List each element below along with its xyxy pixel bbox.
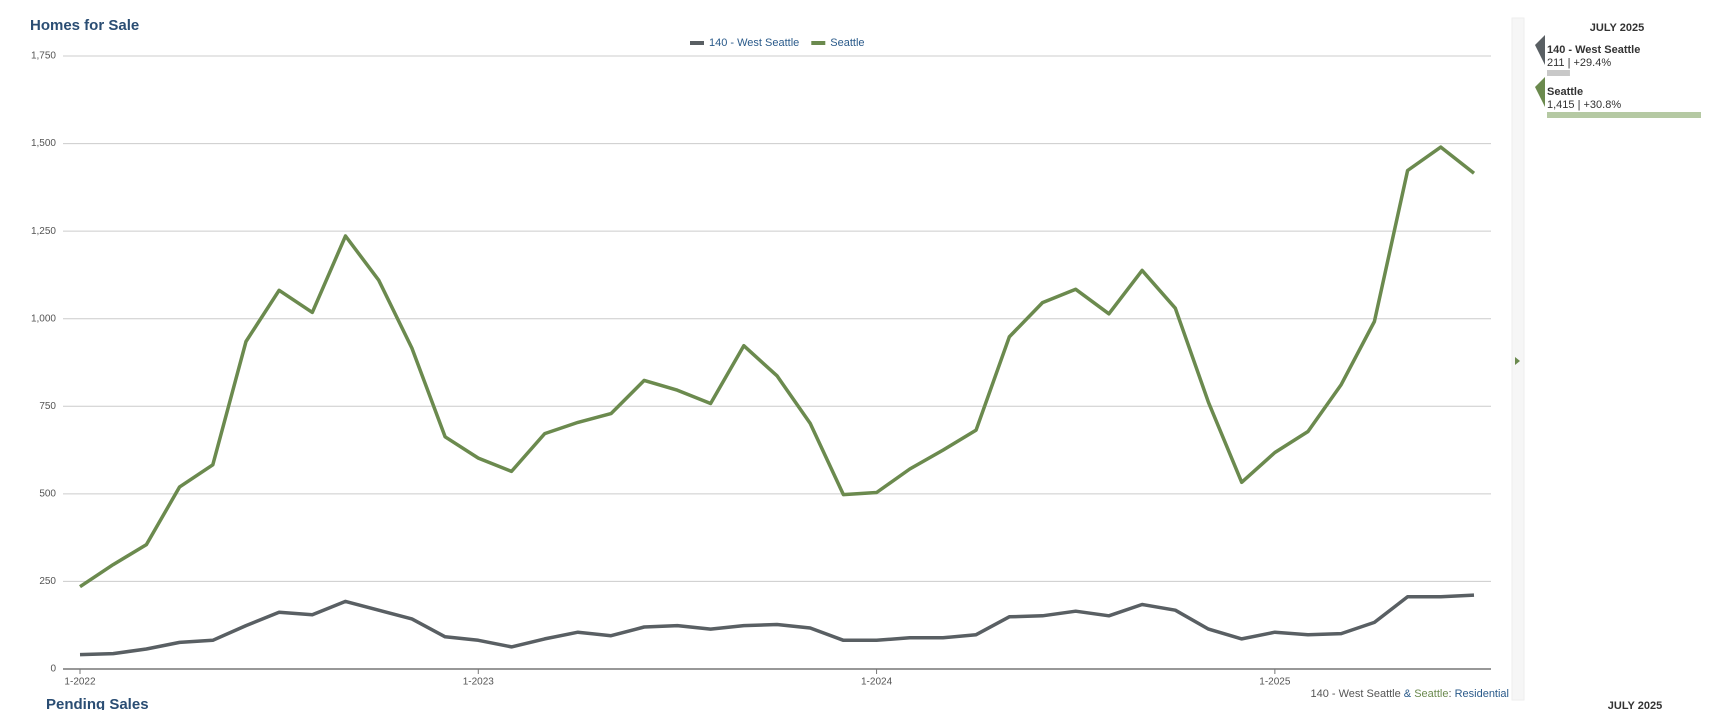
x-tick-label: 1-2024 <box>861 677 893 688</box>
splitter[interactable] <box>1511 17 1525 701</box>
x-tick-label: 1-2025 <box>1259 677 1291 688</box>
next-title: Pending Sales <box>46 696 149 710</box>
y-tick-label: 1,500 <box>31 138 56 149</box>
panel-value: 1,415 | +30.8% <box>1547 99 1621 111</box>
footer-part: : <box>1448 688 1454 700</box>
series-line <box>79 145 1476 589</box>
panel-value: 211 | +29.4% <box>1547 57 1611 69</box>
y-tick-label: 750 <box>39 401 56 412</box>
legend-label[interactable]: 140 - West Seattle <box>709 37 799 49</box>
panel-bar <box>1547 112 1701 118</box>
y-tick-label: 500 <box>39 488 56 499</box>
x-tick-label: 1-2023 <box>463 677 495 688</box>
y-tick-label: 250 <box>39 576 56 587</box>
y-tick-label: 0 <box>50 664 56 675</box>
series-line <box>79 593 1475 657</box>
panel-name: 140 - West Seattle <box>1547 44 1640 56</box>
y-tick-label: 1,000 <box>31 313 56 324</box>
y-tick-label: 1,750 <box>31 51 56 62</box>
splitter-arrow[interactable] <box>1515 357 1520 365</box>
footer-part: 140 - West Seattle <box>1310 688 1400 700</box>
y-tick-label: 1,250 <box>31 226 56 237</box>
legend-label[interactable]: Seattle <box>830 37 864 49</box>
panel-marker <box>1535 35 1545 65</box>
chart-title: Homes for Sale <box>30 17 139 34</box>
panel-marker <box>1535 77 1545 107</box>
x-tick-label: 1-2022 <box>64 677 96 688</box>
panel-name: Seattle <box>1547 86 1583 98</box>
panel-bar <box>1547 70 1570 76</box>
footer: 140 - West Seattle & Seattle: Residentia… <box>1310 688 1509 700</box>
footer-part: Residential <box>1455 688 1509 700</box>
next-panel-title: JULY 2025 <box>1608 700 1662 710</box>
footer-part: & <box>1401 688 1414 700</box>
footer-part: Seattle <box>1414 688 1448 700</box>
panel-title: JULY 2025 <box>1590 22 1644 34</box>
